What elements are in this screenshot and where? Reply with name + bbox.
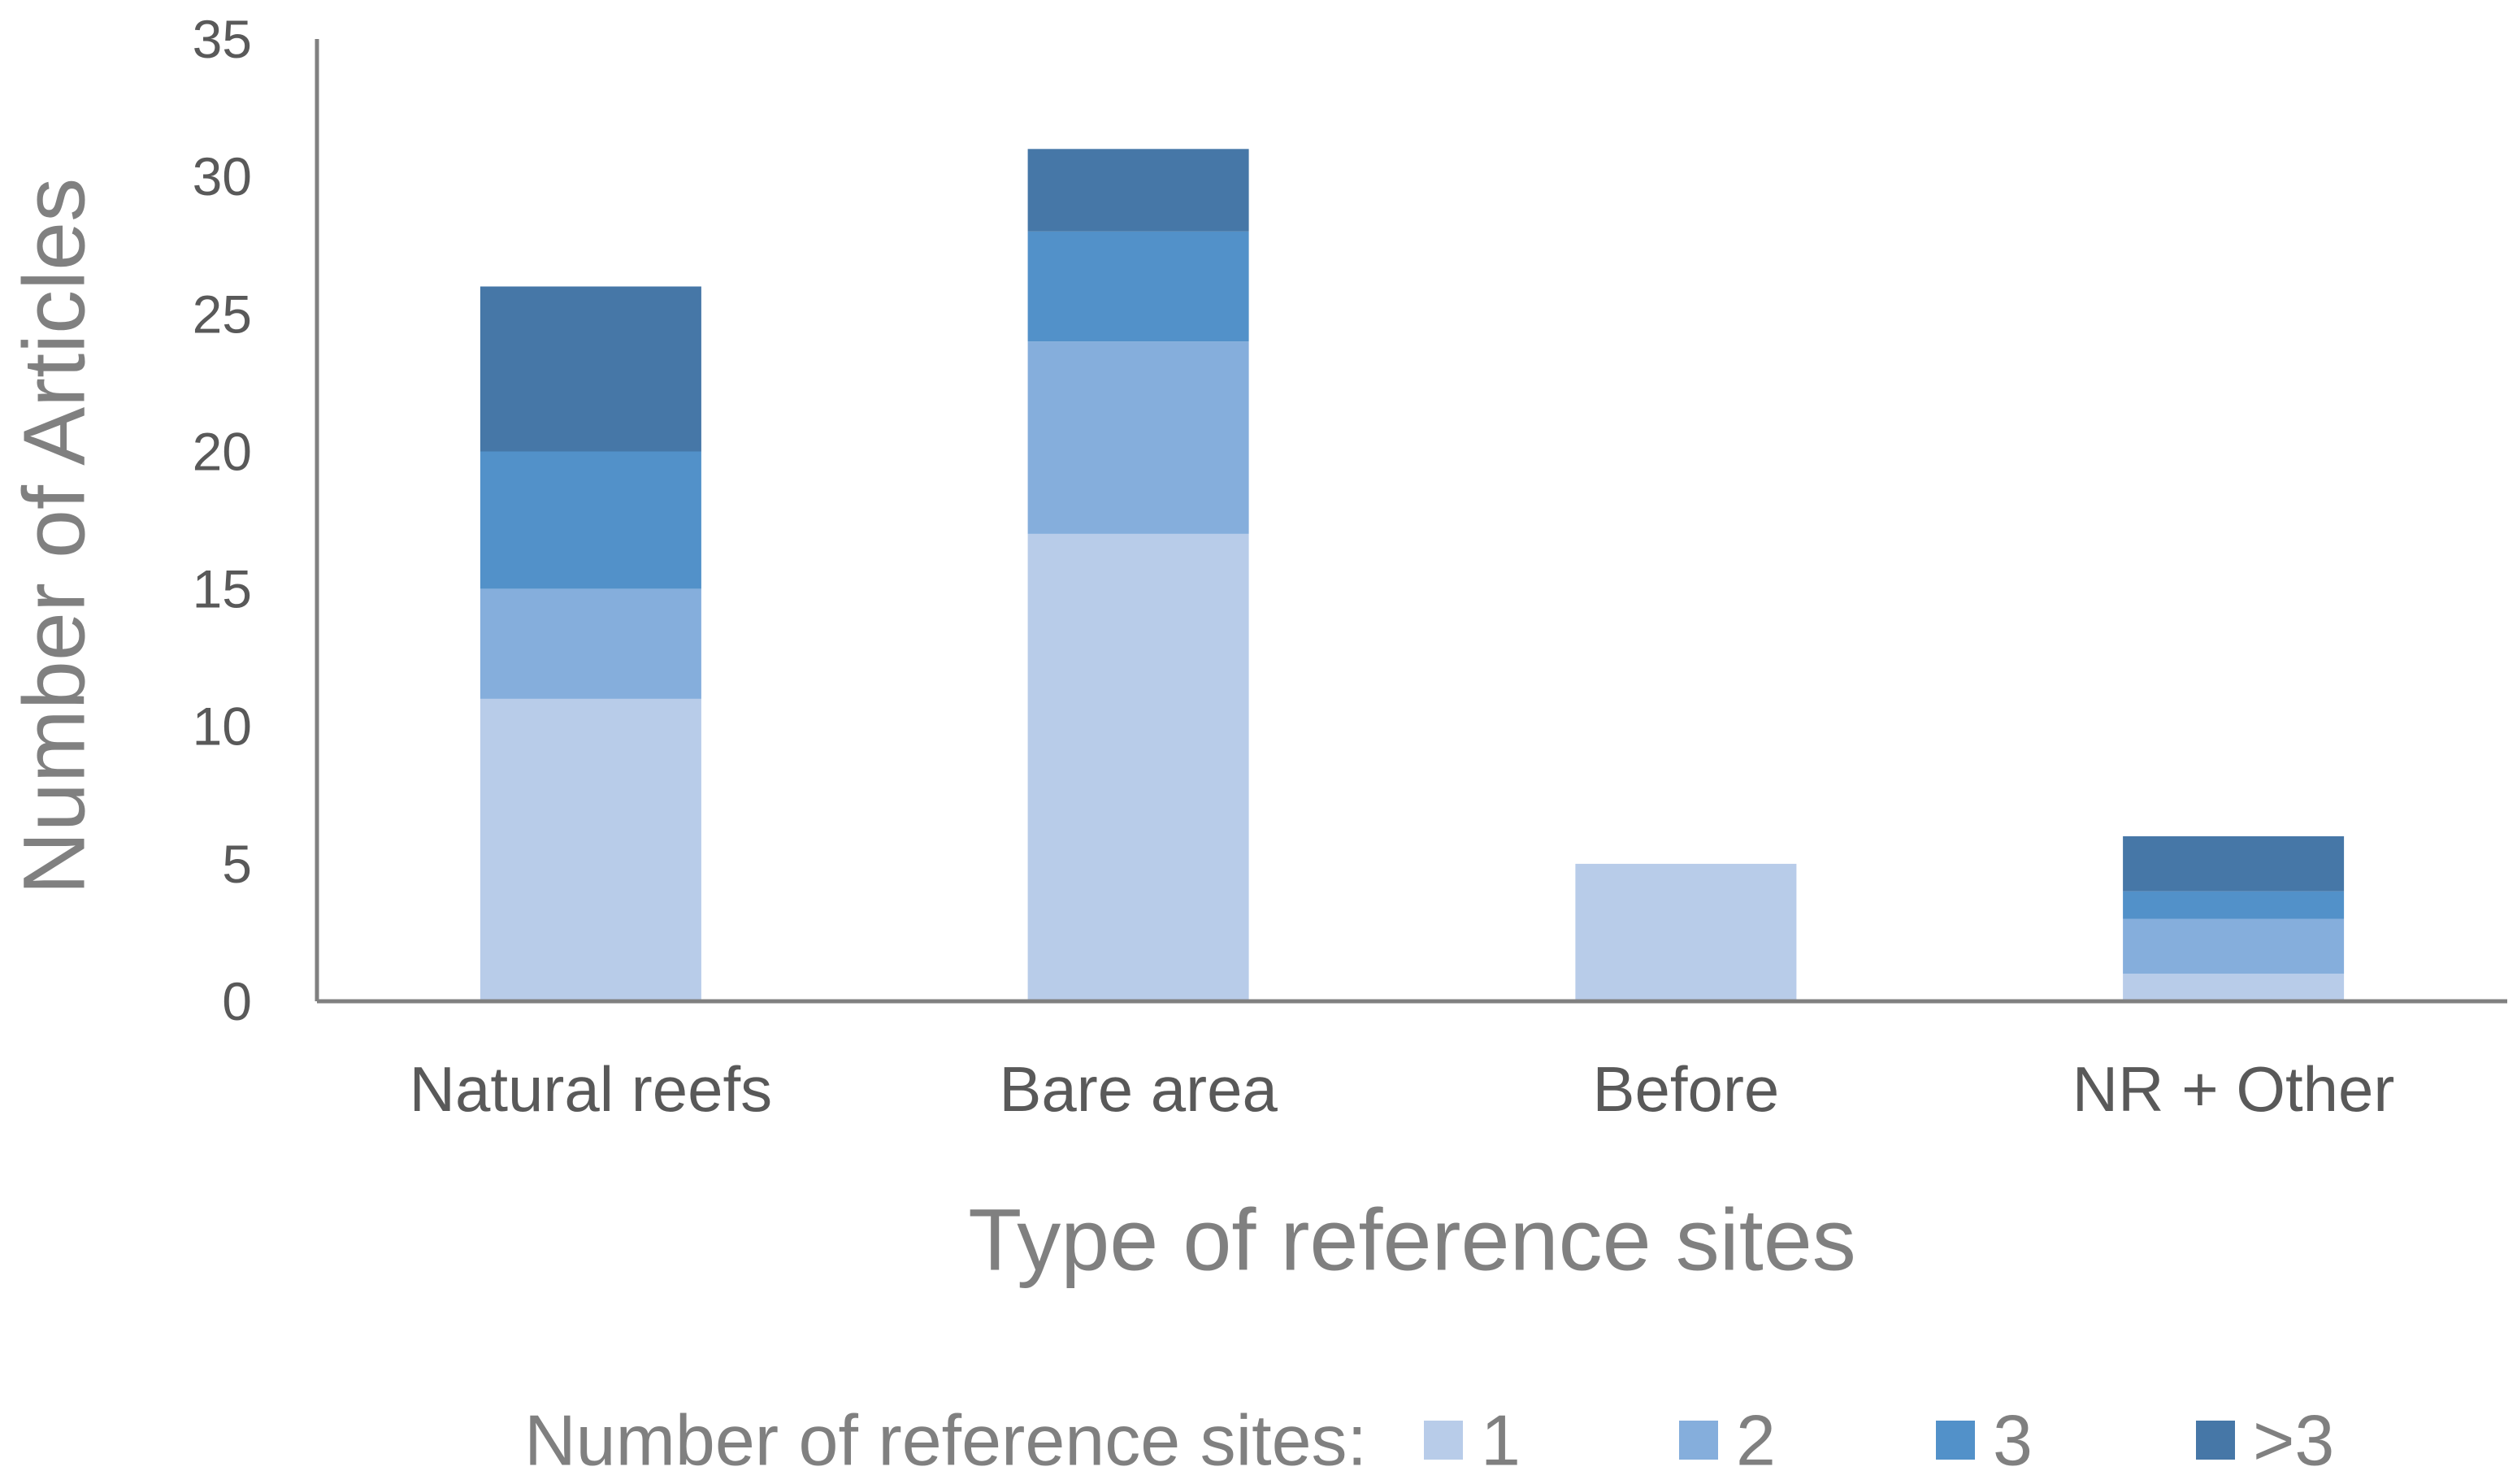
y-tick-label-0: 0: [222, 971, 252, 1031]
y-tick-label-4: 20: [193, 421, 252, 481]
legend-swatch-1: [1424, 1421, 1463, 1460]
y-tick-label-2: 10: [193, 696, 252, 757]
y-axis-title: Number of Articles: [5, 178, 103, 895]
y-tick-label-1: 5: [222, 834, 252, 894]
bar-segment-4-1: [2123, 974, 2345, 1001]
bar-segment-3-1: [1575, 863, 1797, 1001]
bar-segment-1-3: [480, 451, 701, 589]
x-tick-label-4: NR + Other: [2072, 1053, 2395, 1125]
bar-segment-1-4: [480, 286, 701, 452]
x-tick-label-2: Bare area: [999, 1053, 1278, 1125]
legend-swatch-2: [1679, 1421, 1718, 1460]
legend-label-4: >3: [2253, 1400, 2334, 1481]
x-tick-label-3: Before: [1592, 1053, 1779, 1125]
y-tick-label-6: 30: [193, 146, 252, 206]
axes: [315, 39, 2507, 1004]
legend-title: Number of reference sites:: [524, 1400, 1367, 1481]
bar-segment-1-2: [480, 588, 701, 699]
bars: [480, 149, 2345, 1001]
bar-segment-2-3: [1027, 231, 1249, 342]
y-tick-label-5: 25: [193, 284, 252, 344]
bar-segment-2-1: [1027, 533, 1249, 1001]
bar-segment-2-2: [1027, 341, 1249, 534]
bar-segment-4-3: [2123, 891, 2345, 919]
legend: Number of reference sites: 1 2 3 >3: [524, 1400, 2334, 1481]
bar-segment-4-2: [2123, 918, 2345, 974]
legend-label-3: 3: [1993, 1400, 2033, 1481]
legend-label-2: 2: [1736, 1400, 1776, 1481]
legend-swatch-4: [2196, 1421, 2235, 1460]
bar-segment-4-4: [2123, 836, 2345, 892]
legend-swatch-3: [1936, 1421, 1975, 1460]
legend-label-1: 1: [1481, 1400, 1521, 1481]
labels: 0 5 10 15 20 25 30 35 Natural reefs Bare area Befo…: [5, 9, 2395, 1289]
bar-segment-2-4: [1027, 149, 1249, 232]
bar-segment-1-1: [480, 698, 701, 1001]
y-tick-label-7: 35: [193, 9, 252, 69]
y-tick-label-3: 15: [193, 559, 252, 619]
x-axis-title: Type of reference sites: [968, 1191, 1856, 1289]
x-tick-label-1: Natural reefs: [410, 1053, 773, 1125]
